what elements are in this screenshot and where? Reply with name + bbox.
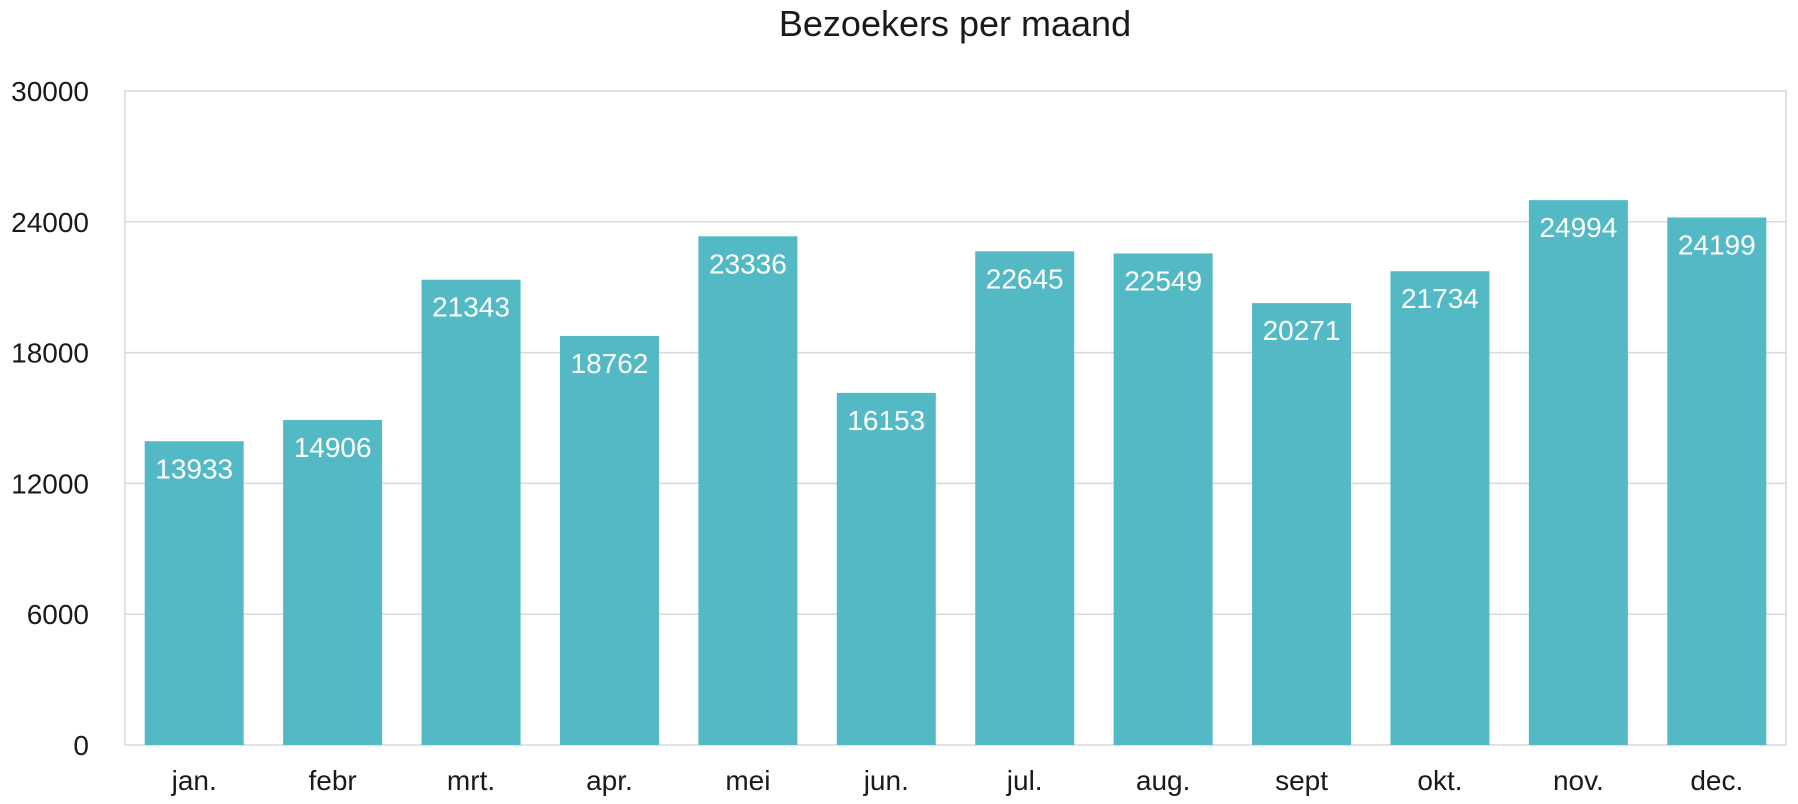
x-tick-label: mei — [725, 765, 770, 796]
bar — [1667, 217, 1767, 746]
grid-lines — [125, 221, 1786, 615]
y-tick-label: 18000 — [11, 338, 89, 369]
x-tick-label: mrt. — [447, 765, 495, 796]
bar — [698, 236, 798, 745]
bar — [1390, 271, 1490, 745]
bar-value-label: 21734 — [1401, 283, 1479, 314]
x-tick-label: okt. — [1417, 765, 1462, 796]
bar — [836, 392, 936, 745]
bar-value-label: 16153 — [847, 405, 925, 436]
x-tick-label: aug. — [1136, 765, 1191, 796]
bar — [1528, 200, 1628, 745]
bar — [283, 420, 383, 745]
bar — [144, 441, 244, 745]
x-axis-ticks: jan. febr mrt. apr. mei jun. jul. aug. sept okt. n… — [171, 765, 1744, 796]
x-tick-label: jul. — [1006, 765, 1043, 796]
bar-value-label: 14906 — [294, 432, 372, 463]
bars: 13933 14906 21343 18762 23336 16153 22645 22549… — [144, 200, 1767, 746]
x-tick-label: sept — [1275, 765, 1328, 796]
bar — [1252, 303, 1352, 745]
x-tick-label: jan. — [171, 765, 217, 796]
bar-value-label: 18762 — [571, 348, 649, 379]
bar-value-label: 13933 — [155, 453, 233, 484]
y-axis-ticks: 0 6000 12000 18000 24000 30000 — [11, 76, 89, 761]
bar-value-label: 22549 — [1124, 265, 1202, 296]
y-tick-label: 24000 — [11, 207, 89, 238]
x-tick-label: jun. — [863, 765, 909, 796]
y-tick-label: 12000 — [11, 468, 89, 499]
bar-value-label: 24994 — [1539, 212, 1617, 243]
x-tick-label: dec. — [1690, 765, 1743, 796]
y-tick-label: 0 — [73, 730, 89, 761]
y-tick-label: 30000 — [11, 76, 89, 107]
x-tick-label: apr. — [586, 765, 633, 796]
bar — [421, 279, 521, 745]
x-tick-label: nov. — [1553, 765, 1604, 796]
chart-title: Bezoekers per maand — [779, 3, 1131, 44]
bar — [975, 251, 1075, 746]
x-tick-label: febr — [309, 765, 357, 796]
bar-value-label: 20271 — [1263, 315, 1341, 346]
plot-area-border — [124, 90, 1787, 746]
bar — [559, 335, 659, 745]
bar-value-label: 21343 — [432, 292, 510, 323]
bar-value-label: 22645 — [986, 263, 1064, 294]
y-tick-label: 6000 — [27, 599, 89, 630]
bar — [1113, 253, 1213, 745]
bar-value-label: 23336 — [709, 248, 787, 279]
bar-value-label: 24199 — [1678, 229, 1756, 260]
